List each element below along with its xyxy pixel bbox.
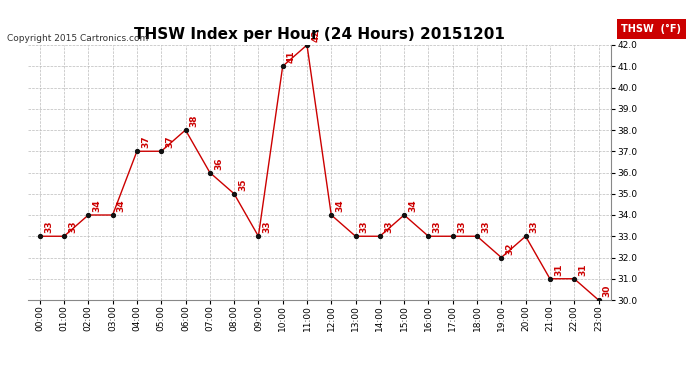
Point (180, 127, 191, 133)
Text: 42: 42 (311, 30, 320, 42)
Text: 33: 33 (457, 221, 466, 234)
Text: 34: 34 (335, 200, 344, 212)
Point (228, 191, 239, 197)
Point (423, 233, 434, 239)
Point (350, 233, 361, 239)
Text: Copyright 2015 Cartronics.com: Copyright 2015 Cartronics.com (7, 34, 148, 43)
Point (326, 212, 337, 218)
Text: 34: 34 (117, 200, 126, 212)
Point (204, 170, 215, 176)
Text: 41: 41 (287, 51, 296, 63)
Point (569, 276, 580, 282)
Text: 38: 38 (190, 115, 199, 127)
Point (302, 42, 313, 48)
Text: 33: 33 (263, 221, 272, 234)
Text: 33: 33 (44, 221, 53, 234)
Text: 34: 34 (408, 200, 417, 212)
Text: 35: 35 (238, 178, 247, 191)
Point (375, 233, 386, 239)
Text: 33: 33 (481, 221, 490, 234)
Text: 31: 31 (554, 264, 563, 276)
Point (107, 212, 118, 218)
Point (520, 233, 531, 239)
Title: THSW Index per Hour (24 Hours) 20151201: THSW Index per Hour (24 Hours) 20151201 (134, 27, 504, 42)
Text: 34: 34 (92, 200, 101, 212)
Text: 33: 33 (433, 221, 442, 234)
Text: 31: 31 (578, 264, 587, 276)
Text: 33: 33 (384, 221, 393, 234)
Text: THSW  (°F): THSW (°F) (622, 24, 681, 34)
Text: 30: 30 (602, 285, 611, 297)
Point (131, 148, 142, 154)
Text: 33: 33 (68, 221, 77, 234)
Text: 37: 37 (166, 136, 175, 148)
Point (277, 63, 288, 69)
Point (253, 233, 264, 239)
Point (59, 233, 70, 239)
Point (156, 148, 167, 154)
Point (544, 276, 555, 282)
Point (399, 212, 410, 218)
Text: 33: 33 (530, 221, 539, 234)
Text: 37: 37 (141, 136, 150, 148)
Point (593, 297, 604, 303)
Point (496, 255, 507, 261)
Point (83, 212, 94, 218)
Point (447, 233, 458, 239)
Text: 32: 32 (506, 242, 515, 255)
Point (34, 233, 46, 239)
Text: 33: 33 (359, 221, 368, 234)
Text: 36: 36 (214, 157, 223, 170)
Point (471, 233, 482, 239)
